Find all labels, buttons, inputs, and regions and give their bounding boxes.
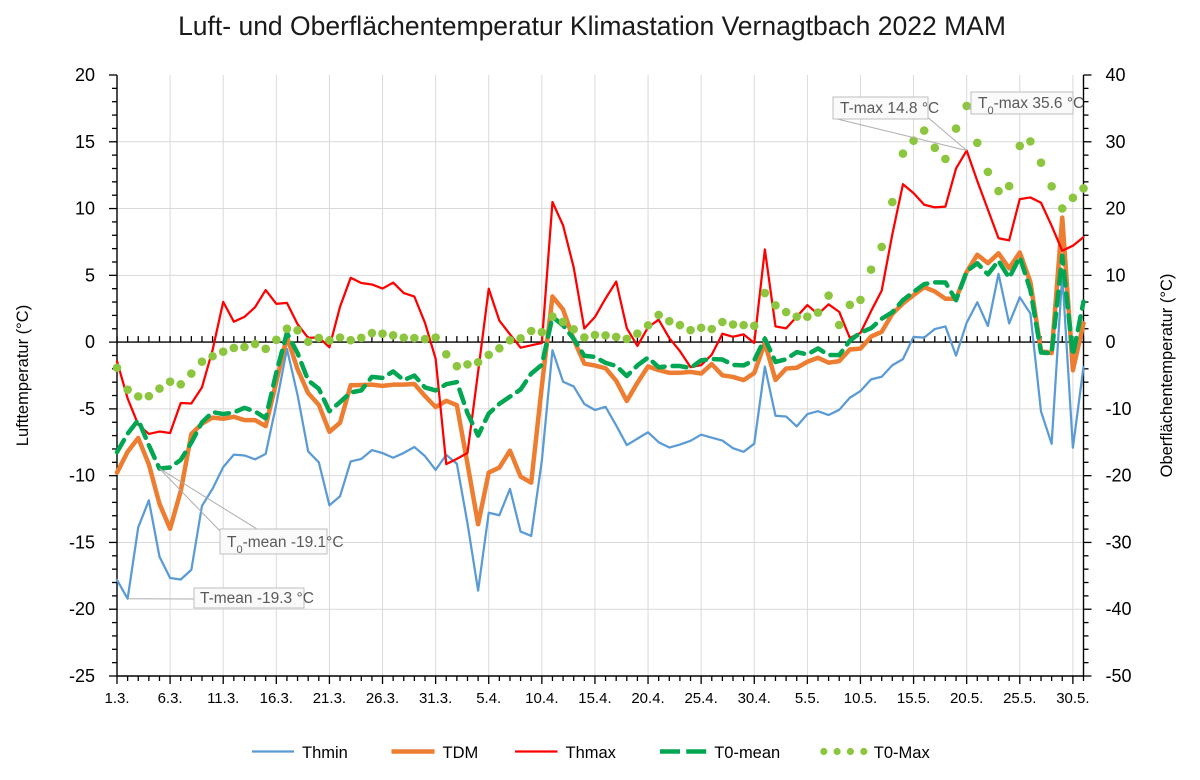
svg-text:10: 10 [75, 199, 95, 219]
svg-text:21.3.: 21.3. [313, 690, 346, 707]
svg-text:10.4.: 10.4. [525, 690, 558, 707]
svg-text:30.5.: 30.5. [1056, 690, 1089, 707]
svg-text:6.3.: 6.3. [158, 690, 183, 707]
svg-text:TDM: TDM [443, 744, 479, 762]
svg-text:T-max 14.8 °C: T-max 14.8 °C [840, 100, 939, 117]
svg-text:T-mean -19.3 °C: T-mean -19.3 °C [200, 590, 314, 607]
svg-text:-10: -10 [69, 466, 95, 486]
svg-text:Lufttemperatur (°C): Lufttemperatur (°C) [14, 305, 32, 446]
svg-text:-5: -5 [79, 399, 95, 419]
svg-text:Thmin: Thmin [302, 744, 348, 762]
svg-text:-20: -20 [1106, 466, 1132, 486]
svg-text:-20: -20 [69, 599, 95, 619]
svg-text:20: 20 [75, 65, 95, 85]
svg-text:15: 15 [75, 132, 95, 152]
svg-text:Thmax: Thmax [566, 744, 617, 762]
svg-text:T0-mean: T0-mean [714, 744, 780, 762]
svg-text:5: 5 [85, 265, 95, 285]
svg-text:16.3.: 16.3. [260, 690, 293, 707]
svg-text:T0-Max: T0-Max [874, 744, 931, 762]
svg-text:5.4.: 5.4. [476, 690, 501, 707]
svg-text:Oberflächentemperatur (°C): Oberflächentemperatur (°C) [1158, 274, 1176, 478]
svg-text:-15: -15 [69, 532, 95, 552]
svg-text:Luft- und Oberflächentemperatu: Luft- und Oberflächentemperatur Klimasta… [178, 11, 1006, 41]
svg-text:15.5.: 15.5. [897, 690, 930, 707]
svg-text:26.3.: 26.3. [366, 690, 399, 707]
svg-text:20.4.: 20.4. [631, 690, 664, 707]
svg-text:31.3.: 31.3. [419, 690, 452, 707]
svg-text:30: 30 [1106, 132, 1126, 152]
svg-text:0: 0 [85, 332, 95, 352]
svg-text:5.5.: 5.5. [795, 690, 820, 707]
svg-text:-30: -30 [1106, 532, 1132, 552]
svg-text:15.4.: 15.4. [578, 690, 611, 707]
svg-text:10.5.: 10.5. [844, 690, 877, 707]
svg-text:1.3.: 1.3. [104, 690, 129, 707]
svg-text:0: 0 [1106, 332, 1116, 352]
svg-text:40: 40 [1106, 65, 1126, 85]
svg-text:-50: -50 [1106, 666, 1132, 686]
svg-text:11.3.: 11.3. [207, 690, 239, 707]
svg-text:25.5.: 25.5. [1003, 690, 1036, 707]
svg-text:20: 20 [1106, 199, 1126, 219]
svg-text:30.4.: 30.4. [738, 690, 771, 707]
svg-text:10: 10 [1106, 265, 1126, 285]
svg-text:-25: -25 [69, 666, 95, 686]
svg-text:-40: -40 [1106, 599, 1132, 619]
svg-text:20.5.: 20.5. [950, 690, 983, 707]
svg-text:-10: -10 [1106, 399, 1132, 419]
svg-text:25.4.: 25.4. [684, 690, 717, 707]
